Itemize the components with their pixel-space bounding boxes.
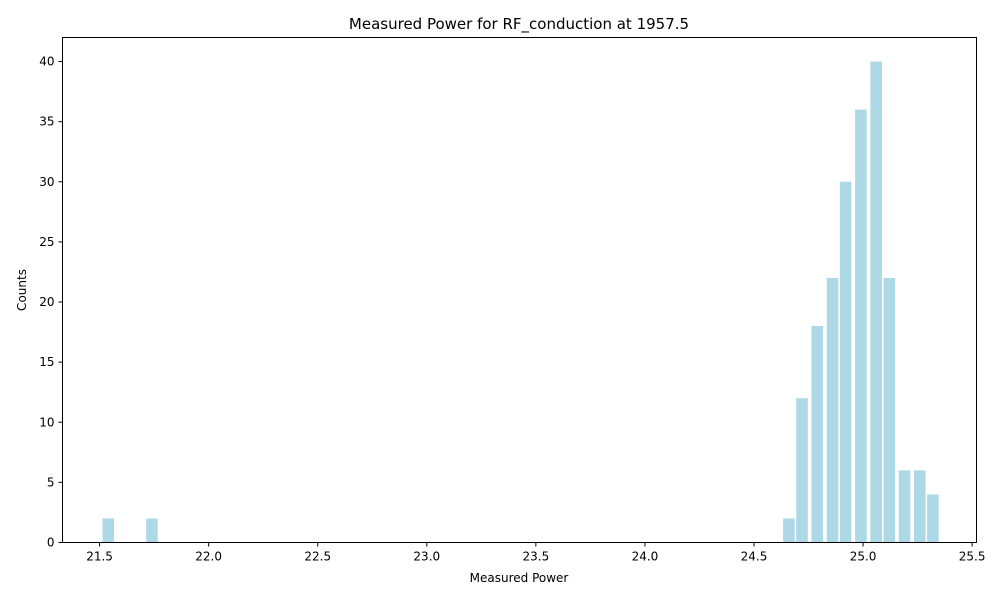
x-axis-ticks: 21.5 22.0 22.5 23.0 23.5 24.0 24.5 25.0 25.5	[86, 542, 986, 564]
x-tick-label: 22.5	[304, 550, 331, 564]
y-tick-label: 15	[39, 355, 54, 369]
bar	[855, 109, 867, 543]
plot-area-frame	[62, 37, 977, 543]
bar	[826, 277, 839, 543]
bar	[898, 470, 911, 543]
bar	[914, 470, 926, 543]
bar	[870, 61, 882, 543]
x-tick-label: 22.0	[195, 550, 222, 564]
y-tick-label: 35	[39, 115, 54, 129]
y-tick-label: 40	[39, 55, 54, 69]
y-tick-label: 25	[39, 235, 54, 249]
x-tick-label: 25.0	[850, 550, 877, 564]
y-tick-label: 10	[39, 415, 54, 429]
x-tick-label: 23.5	[523, 550, 550, 564]
x-tick-label: 23.0	[413, 550, 440, 564]
y-axis-label: Counts	[15, 269, 29, 311]
y-axis-ticks: 0 5 10 15 20 25 30 35 40	[39, 55, 63, 550]
bar	[102, 518, 115, 543]
x-tick-label: 24.5	[741, 550, 768, 564]
y-tick-label: 0	[47, 536, 55, 550]
bar	[796, 398, 808, 543]
y-tick-label: 5	[47, 475, 55, 489]
y-tick-label: 20	[39, 295, 54, 309]
bar	[927, 494, 939, 543]
chart-title: Measured Power for RF_conduction at 1957…	[349, 15, 689, 34]
x-tick-label: 24.0	[632, 550, 659, 564]
y-tick-label: 30	[39, 175, 54, 189]
x-tick-label: 21.5	[86, 550, 113, 564]
bars-group	[102, 61, 939, 543]
bar	[811, 326, 824, 543]
bar	[783, 518, 795, 543]
bar	[146, 518, 158, 543]
bar	[883, 277, 896, 543]
bar	[839, 181, 852, 543]
x-axis-label: Measured Power	[470, 571, 569, 585]
x-tick-label: 25.5	[959, 550, 986, 564]
